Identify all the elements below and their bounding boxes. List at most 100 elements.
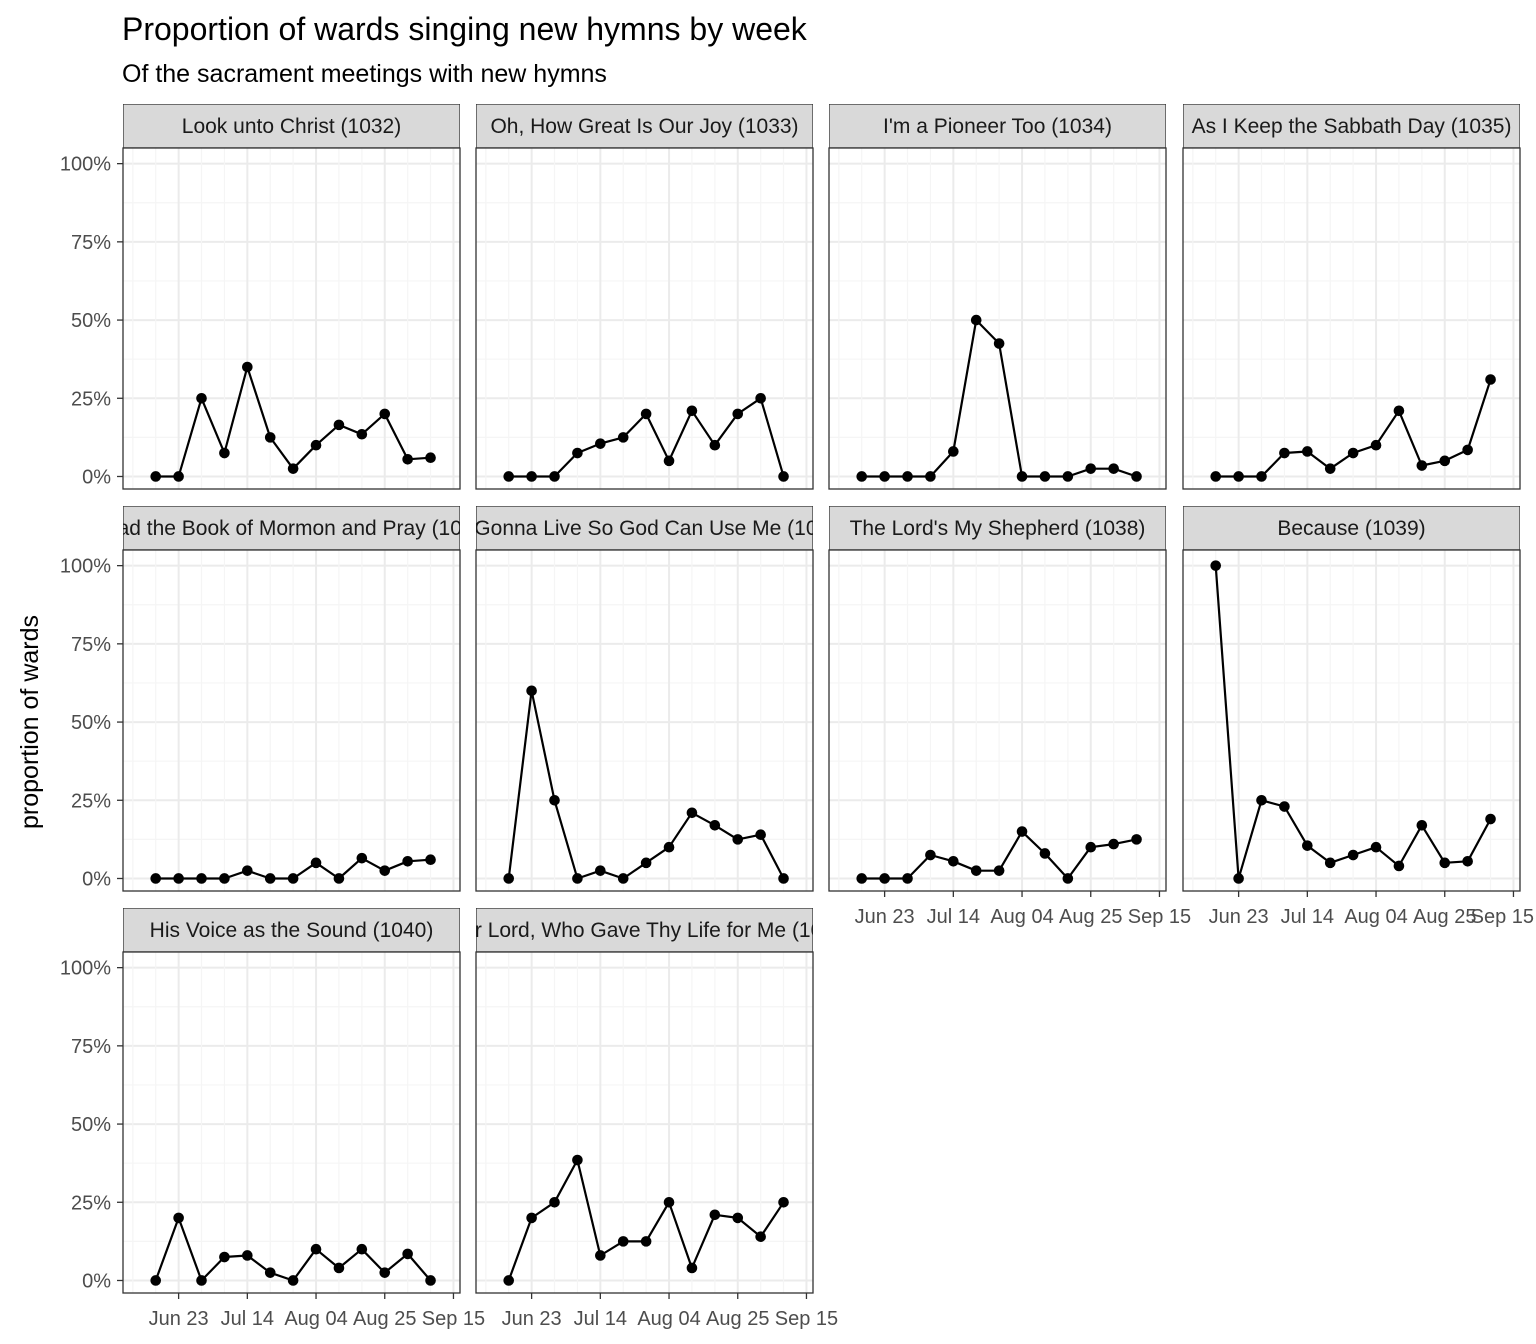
panel-border (122, 549, 461, 892)
data-point (1233, 873, 1244, 884)
facet-strip-label: Look unto Christ (1032) (182, 115, 401, 138)
data-point (755, 1231, 766, 1242)
data-point (856, 471, 868, 482)
data-point (1439, 455, 1451, 467)
facet-panel: The Lord's My Shepherd (1038) Jun 23 Jul 1… (828, 506, 1191, 928)
facet-strip-label: Oh, How Great Is Our Joy (1033) (490, 115, 798, 138)
data-point (1462, 444, 1473, 456)
data-point (310, 1243, 322, 1255)
data-point (402, 1248, 413, 1260)
facet-panel: Read the Book of Mormon and Pray (1036) 0… (60, 506, 461, 892)
x-tick-label: Jul 14 (927, 906, 980, 928)
data-point (663, 455, 675, 467)
data-point (379, 408, 391, 420)
data-point (379, 1267, 391, 1278)
data-point (948, 855, 959, 867)
x-tick-label: Aug 04 (637, 1308, 700, 1330)
data-point (778, 1196, 789, 1208)
data-point (402, 855, 413, 867)
x-tick-label: Aug 25 (1059, 906, 1122, 928)
panel-border (475, 147, 814, 490)
data-point (1256, 471, 1267, 482)
data-point (970, 314, 982, 326)
data-point (1256, 794, 1267, 806)
data-point (572, 1154, 583, 1166)
data-point (549, 794, 560, 806)
facet-strip (476, 908, 813, 952)
facet-strip (829, 506, 1166, 550)
data-point (287, 463, 299, 474)
data-point (1279, 447, 1290, 459)
data-point (173, 1212, 184, 1224)
x-tick-label: Sep 15 (1471, 906, 1534, 928)
data-point (640, 408, 652, 420)
data-point (617, 1236, 629, 1247)
data-point (196, 392, 207, 404)
data-point (287, 873, 299, 884)
data-point (1347, 849, 1359, 861)
data-point (1324, 857, 1336, 869)
x-tick-label: Sep 15 (422, 1308, 485, 1330)
panel-border (828, 147, 1167, 490)
facet-panel: Oh, How Great Is Our Joy (1033) (475, 104, 814, 490)
x-tick-label: Jul 14 (1281, 906, 1334, 928)
data-point (663, 1196, 675, 1208)
y-tick-label: 25% (71, 790, 111, 812)
data-point (1416, 820, 1428, 831)
facet-strip-label: Dear Lord, Who Gave Thy Life for Me (104… (436, 919, 852, 942)
data-point (993, 338, 1005, 349)
data-point (778, 471, 789, 482)
facet-strip-label: Because (1039) (1277, 517, 1425, 540)
data-point (617, 432, 629, 443)
data-point (755, 829, 766, 840)
data-point (1324, 463, 1336, 474)
facet-strip (476, 506, 813, 550)
data-point (993, 865, 1005, 876)
data-point (595, 865, 606, 876)
data-point (310, 857, 322, 869)
x-tick-label: Jul 14 (574, 1308, 627, 1330)
data-point (856, 873, 868, 884)
facet-strip (1183, 506, 1520, 550)
data-point (925, 849, 936, 861)
data-point (1279, 801, 1290, 812)
data-point (1085, 841, 1097, 853)
data-point (173, 471, 184, 482)
data-point (425, 452, 436, 464)
facet-panel: Dear Lord, Who Gave Thy Life for Me (104… (436, 908, 852, 1330)
data-point (1016, 826, 1028, 837)
data-point (595, 438, 606, 449)
data-point (709, 1209, 721, 1221)
data-point (425, 1275, 436, 1286)
data-point (879, 471, 890, 482)
panel-border (1182, 549, 1521, 892)
y-tick-label: 75% (71, 634, 111, 656)
facet-panel: Because (1039) Jun 23 Jul 14 Aug 04 Aug 25Se… (1182, 506, 1534, 928)
data-point (572, 873, 583, 884)
data-point (1439, 857, 1451, 869)
data-point (242, 361, 253, 373)
data-point (686, 1262, 698, 1274)
panel-border (1182, 147, 1521, 490)
data-point (1485, 813, 1496, 825)
data-point (1016, 471, 1028, 482)
x-tick-label: Sep 15 (775, 1308, 838, 1330)
x-tick-label: Jun 23 (149, 1308, 209, 1330)
panel-border (475, 549, 814, 892)
data-point (686, 405, 698, 417)
data-point (1370, 841, 1382, 853)
data-point (173, 873, 184, 884)
data-point (333, 419, 345, 431)
facet-strip-label: I'm Gonna Live So God Can Use Me (1037) (441, 517, 848, 540)
x-tick-label: Aug 04 (284, 1308, 347, 1330)
data-point (287, 1275, 299, 1286)
data-point (617, 873, 629, 884)
data-point (242, 1250, 253, 1261)
data-point (356, 1243, 368, 1255)
y-tick-label: 100% (60, 958, 111, 980)
data-point (549, 471, 560, 482)
data-point (425, 854, 436, 866)
x-tick-label: Aug 25 (353, 1308, 416, 1330)
data-point (333, 873, 345, 884)
